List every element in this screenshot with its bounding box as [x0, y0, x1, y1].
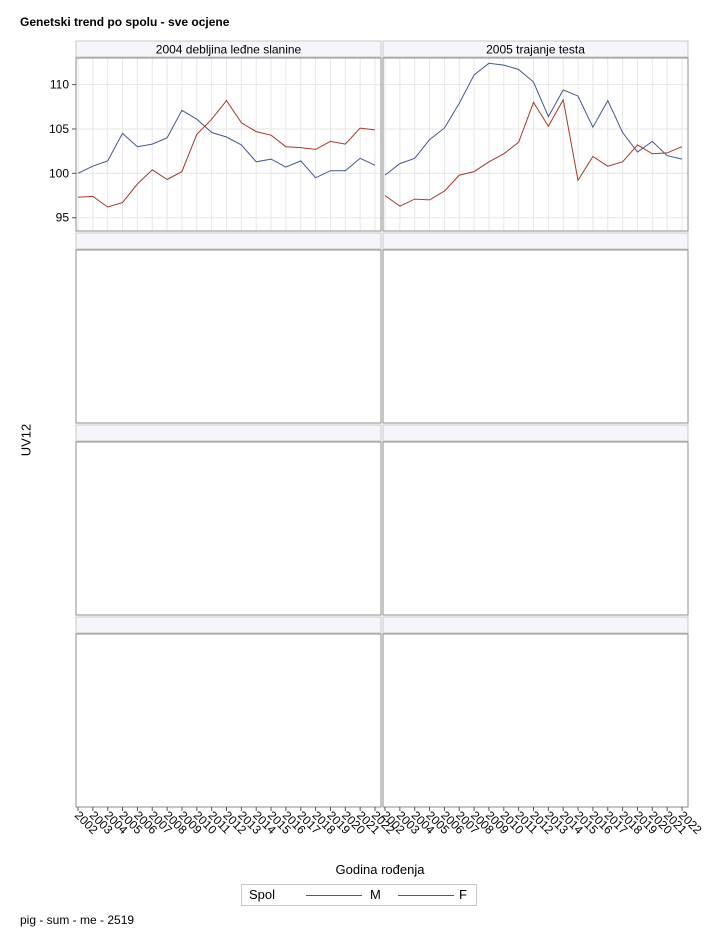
- legend-line-m: [306, 895, 362, 896]
- panel-3: [75, 232, 382, 424]
- legend: Spol M F: [241, 884, 477, 906]
- panel-header: [75, 424, 382, 442]
- panel-5: [75, 424, 382, 616]
- panel-title: 2005 trajanje testa: [486, 43, 585, 57]
- panel-4: [382, 232, 689, 424]
- x-axis-label: Godina rođenja: [335, 862, 425, 877]
- series-line-m: [384, 62, 683, 176]
- y-tick-label: 100: [49, 166, 69, 180]
- plot-area: [383, 634, 688, 807]
- plot-area: [383, 442, 688, 615]
- plot-frame: [75, 441, 382, 616]
- panel-header: [382, 616, 689, 634]
- plot-area: [76, 442, 381, 615]
- panel-header: [382, 232, 689, 250]
- panel-7: 2002200320042005200620072008200920102011…: [72, 616, 398, 837]
- plot-area: [383, 250, 688, 423]
- series-line-m: [77, 109, 376, 179]
- panel-header: [382, 424, 689, 442]
- y-tick-label: 105: [49, 122, 69, 136]
- y-tick-label: 95: [56, 211, 70, 225]
- plot-area: [76, 250, 381, 423]
- legend-line-f: [398, 895, 454, 896]
- plot-frame: [382, 57, 689, 232]
- panel-header: [75, 40, 382, 58]
- plot-frame: [75, 57, 382, 232]
- plot-area: [76, 634, 381, 807]
- plot-frame: [382, 441, 689, 616]
- footer-note: pig - sum - me - 2519: [20, 913, 135, 927]
- series-line-f: [384, 98, 683, 207]
- panel-6: [382, 424, 689, 616]
- plot-area: [383, 58, 688, 231]
- panel-title: 2004 debljina leđne slanine: [156, 43, 302, 57]
- plot-frame: [75, 249, 382, 424]
- plot-frame: [382, 633, 689, 808]
- legend-title: Spol: [249, 887, 276, 902]
- legend-label-f: F: [459, 887, 467, 902]
- chart-title: Genetski trend po spolu - sve ocjene: [20, 15, 230, 29]
- panel-1: 2004 debljina leđne slanine 95 100 105 110: [49, 40, 382, 232]
- legend-label-m: M: [370, 887, 381, 902]
- panel-header: [75, 616, 382, 634]
- plot-frame: [75, 633, 382, 808]
- plot-frame: [382, 249, 689, 424]
- series-line-f: [77, 99, 376, 208]
- panel-2: 2005 trajanje testa: [382, 40, 689, 232]
- y-tick-label: 110: [50, 78, 69, 92]
- panel-header: [382, 40, 689, 58]
- y-axis-label: UV12: [18, 423, 34, 457]
- panel-8: 2002200320042005200620072008200920102011…: [379, 616, 705, 837]
- panel-header: [75, 232, 382, 250]
- plot-area: [76, 58, 381, 231]
